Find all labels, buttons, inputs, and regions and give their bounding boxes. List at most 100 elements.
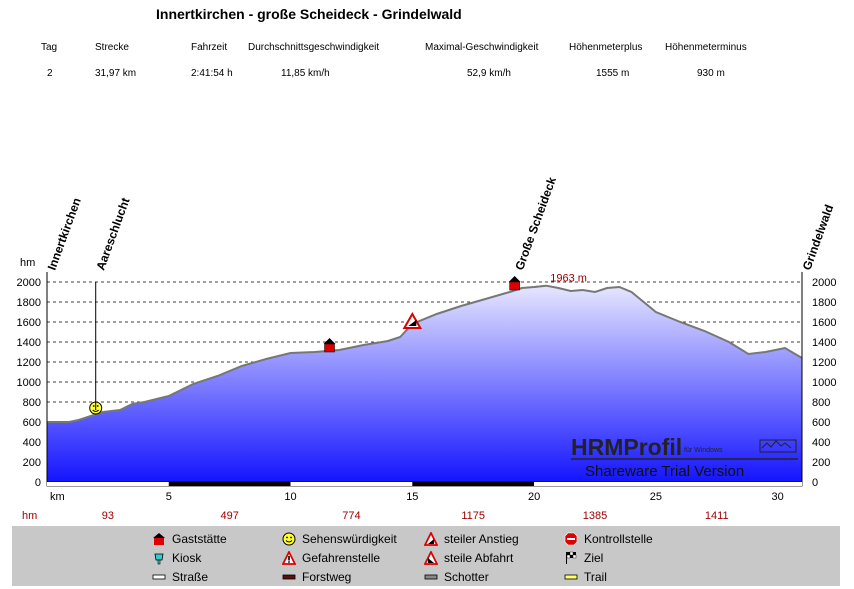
- gravel-swatch-icon: [424, 570, 438, 584]
- stat-value-hm-plus: 1555 m: [596, 68, 630, 79]
- ascent-warning-icon: [423, 530, 439, 546]
- smiley-mouth: [92, 409, 100, 412]
- stat-header-avg-speed: Durchschnittsgeschwindigkeit: [248, 42, 380, 53]
- ascent-warning-icon: [402, 311, 423, 329]
- stat-value-strecke: 31,97 km: [95, 68, 137, 79]
- y-tick-label-left: 400: [23, 437, 41, 449]
- legend-label: Gaststätte: [172, 532, 227, 546]
- legend-label: steiler Anstieg: [444, 532, 519, 546]
- legend-label: Schotter: [444, 570, 489, 584]
- inn-roof: [323, 338, 336, 344]
- y-tick-label-right: 1600: [812, 317, 836, 329]
- x-tick-label: 5: [166, 491, 172, 503]
- road-swatch-icon: [152, 570, 166, 584]
- surface-segment-road: [290, 482, 413, 486]
- legend-label: Forstweg: [302, 570, 352, 584]
- stat-value-hm-minus: 930 m: [697, 68, 725, 79]
- watermark-trial: Shareware Trial Version: [585, 463, 744, 480]
- danger-icon: [281, 549, 297, 565]
- surface-segment-forest: [412, 482, 535, 486]
- trail-swatch-icon: [564, 570, 578, 584]
- legend-item: Kontrollstelle: [564, 532, 653, 546]
- stat-value-max-speed: 52,9 km/h: [467, 68, 511, 79]
- stat-header-hm-plus: Höhenmeterplus: [569, 42, 643, 53]
- finish-flag-icon: [564, 551, 578, 565]
- legend-item: Kiosk: [152, 551, 201, 565]
- inn-icon: [153, 533, 165, 545]
- x-tick-label: 15: [406, 491, 418, 503]
- hm-row-value: 1175: [461, 510, 485, 522]
- y-tick-label-left: 1600: [17, 317, 41, 329]
- surface-segment-road: [47, 482, 169, 486]
- route-title: Innertkirchen - große Scheideck - Grinde…: [156, 6, 462, 22]
- kiosk-icon: [154, 553, 164, 565]
- hm-row-value: 93: [102, 510, 114, 522]
- x-tick-label: 25: [650, 491, 662, 503]
- elevation-area: [47, 285, 802, 482]
- ascent-warning-icon: [423, 530, 439, 546]
- smiley-eye: [96, 405, 99, 407]
- inn-body: [509, 281, 520, 291]
- inn-roof: [508, 276, 521, 282]
- legend-label: Trail: [584, 570, 607, 584]
- place-label: Innertkirchen: [45, 196, 84, 272]
- stat-header-fahrzeit: Fahrzeit: [191, 42, 228, 53]
- watermark-brand: HRMProfil: [571, 434, 682, 460]
- y-tick-label-left: 0: [35, 477, 41, 489]
- inn-icon: [508, 276, 521, 291]
- hm-row-value: 1385: [583, 510, 607, 522]
- legend-item: Gefahrenstelle: [281, 549, 380, 565]
- peak-elevation-label: 1963 m: [550, 273, 587, 285]
- legend-item: Gaststätte: [152, 532, 227, 546]
- finish-flag-icon: [566, 551, 577, 564]
- ascent-slope: [408, 320, 417, 326]
- stat-value-avg-speed: 11,85 km/h: [281, 68, 330, 79]
- axes: 0 0 200 200 400 400 600 600 800 800 1000 1000 1200 12…: [17, 257, 837, 489]
- legend-label: Sehenswürdigkeit: [302, 532, 397, 546]
- y-tick-label-right: 200: [812, 457, 830, 469]
- hm-row-label: hm: [22, 510, 37, 522]
- smiley-icon: [282, 532, 296, 546]
- legend-item: steiler Anstieg: [423, 530, 519, 546]
- ascent-triangle: [402, 311, 423, 329]
- watermark: HRMProfil für Windows Shareware Trial Ve…: [571, 434, 798, 480]
- danger-icon: [281, 549, 297, 565]
- legend-label: Kiosk: [172, 551, 202, 565]
- place-label: Große Scheideck: [512, 175, 559, 272]
- legend-item: Trail: [564, 570, 607, 584]
- y-axis-label: hm: [20, 257, 35, 269]
- road-swatch-icon: [152, 574, 166, 580]
- stat-value-fahrzeit: 2:41:54 h: [191, 68, 233, 79]
- forest-swatch-icon: [282, 570, 296, 584]
- legend-item: Sehenswürdigkeit: [282, 532, 397, 546]
- y-tick-label-right: 2000: [812, 277, 836, 289]
- y-tick-label-left: 2000: [17, 277, 41, 289]
- legend-label: Straße: [172, 570, 209, 584]
- legend-item: Ziel: [564, 551, 603, 565]
- x-axis: km 5 10 15 20 25 30: [46, 481, 803, 503]
- legend-item: Forstweg: [282, 570, 351, 584]
- hm-row-value: 1411: [705, 510, 729, 522]
- legend-label: steile Abfahrt: [444, 551, 514, 565]
- stop-icon: [564, 532, 578, 546]
- gravel-swatch-icon: [424, 574, 438, 580]
- stat-header-strecke: Strecke: [95, 42, 129, 53]
- legend: Gaststätte Sehenswürdigkeit steiler Anstie…: [12, 526, 840, 586]
- hm-row: hm 93 497 774 1175 1385 1411: [22, 510, 729, 522]
- inn-icon: [323, 338, 336, 353]
- legend-item: Schotter: [424, 570, 489, 584]
- y-tick-label-right: 800: [812, 397, 830, 409]
- hm-row-value: 774: [342, 510, 360, 522]
- y-tick-label-right: 400: [812, 437, 830, 449]
- y-tick-label-left: 600: [23, 417, 41, 429]
- x-tick-label: 30: [772, 491, 784, 503]
- legend-label: Ziel: [584, 551, 604, 565]
- y-tick-label-left: 200: [23, 457, 41, 469]
- x-tick-label: 10: [284, 491, 296, 503]
- y-tick-label-left: 1000: [17, 377, 41, 389]
- y-tick-label-right: 1000: [812, 377, 836, 389]
- surface-segment-road: [534, 482, 802, 486]
- watermark-bike-icon: [759, 439, 797, 453]
- stat-header-hm-minus: Höhenmeterminus: [665, 42, 747, 53]
- kiosk-icon: [152, 551, 166, 565]
